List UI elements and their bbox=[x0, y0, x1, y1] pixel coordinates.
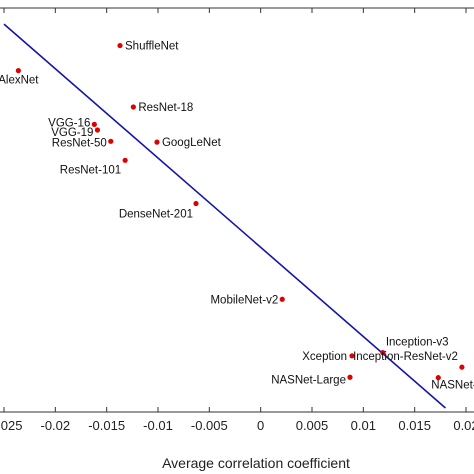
data-point bbox=[15, 68, 21, 74]
data-point bbox=[459, 364, 465, 370]
x-axis-title: Average correlation coefficient bbox=[162, 455, 350, 471]
point-label: Inception-v3 bbox=[386, 337, 449, 349]
point-label: VGG-16 bbox=[48, 117, 90, 129]
x-tick-label: 0.015 bbox=[398, 418, 431, 433]
fit-line bbox=[3, 23, 446, 409]
data-point bbox=[117, 42, 123, 49]
point-label: NASNet-Mobile bbox=[431, 380, 474, 392]
point-label: MobileNet-v2 bbox=[210, 294, 278, 306]
point-label: ResNet-101 bbox=[60, 164, 121, 176]
x-tick-label: -0.005 bbox=[191, 418, 228, 433]
point-label: Xception bbox=[302, 351, 347, 363]
plot-frame bbox=[0, 7, 474, 413]
point-label: NASNet-Large bbox=[271, 374, 346, 386]
x-tick-label: -0.02 bbox=[41, 418, 71, 433]
x-tick-label: -0.015 bbox=[88, 418, 125, 433]
x-axis-ticks: -0.025 -0.02 -0.015 -0.01 -0.005 0 0.005 0.01 0.… bbox=[0, 8, 474, 433]
point-label: ResNet-18 bbox=[138, 102, 193, 114]
x-tick-label: 0.01 bbox=[351, 418, 376, 433]
point-label: GoogLeNet bbox=[162, 137, 222, 149]
point-label: ShuffleNet bbox=[125, 41, 179, 53]
x-tick-label: -0.025 bbox=[0, 418, 22, 433]
point-label: AlexNet bbox=[0, 75, 39, 87]
data-point bbox=[154, 139, 160, 145]
data-point bbox=[108, 138, 114, 144]
point-label: ResNet-50 bbox=[52, 137, 107, 149]
data-point bbox=[91, 121, 97, 127]
x-tick-label: 0.02 bbox=[453, 418, 474, 433]
data-point bbox=[435, 375, 441, 381]
data-point bbox=[130, 104, 136, 110]
point-label: VGG-19 bbox=[51, 127, 93, 139]
fit-line-group bbox=[3, 23, 446, 409]
data-point bbox=[349, 353, 355, 359]
data-point bbox=[193, 200, 199, 207]
data-point bbox=[94, 127, 101, 133]
data-point bbox=[122, 157, 128, 163]
point-label: DenseNet-201 bbox=[119, 209, 193, 221]
data-point bbox=[279, 296, 285, 302]
x-tick-label: 0.005 bbox=[296, 418, 329, 433]
data-point bbox=[380, 350, 386, 356]
data-point bbox=[347, 374, 353, 380]
point-label: Inception-ResNet-v2 bbox=[353, 351, 458, 363]
x-tick-label: -0.01 bbox=[143, 418, 173, 433]
x-tick-label: 0 bbox=[257, 418, 264, 433]
